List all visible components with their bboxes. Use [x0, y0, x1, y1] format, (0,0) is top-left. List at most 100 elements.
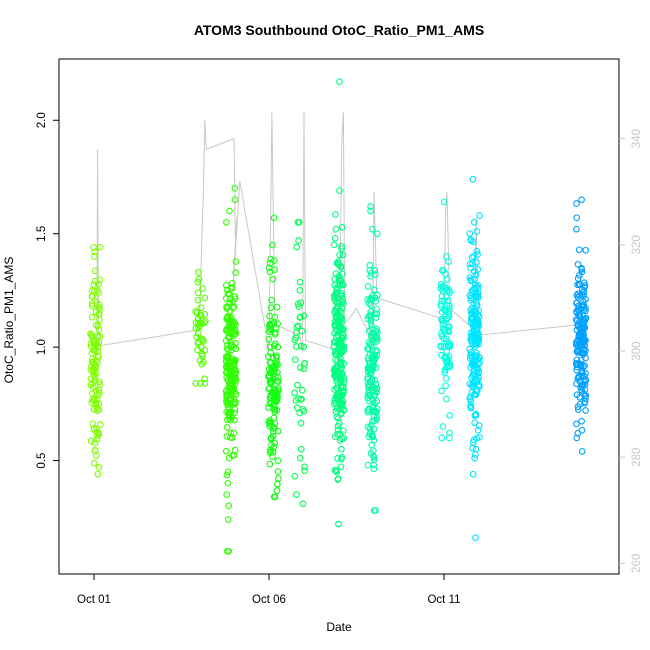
data-point — [475, 374, 483, 382]
data-point — [91, 439, 99, 447]
data-point — [200, 337, 207, 345]
data-point — [364, 283, 372, 290]
data-point — [469, 444, 476, 452]
data-point — [581, 350, 588, 357]
data-point — [467, 335, 475, 343]
data-point — [301, 467, 308, 474]
y2-tick-label: 280 — [631, 448, 643, 467]
data-point — [266, 422, 274, 430]
data-point — [296, 287, 304, 294]
data-point — [467, 404, 475, 412]
data-point — [294, 322, 302, 330]
data-point — [270, 424, 278, 431]
data-point — [265, 373, 272, 380]
data-point — [580, 298, 587, 306]
data-point — [225, 314, 232, 321]
data-point — [94, 470, 102, 478]
data-point — [337, 455, 345, 463]
data-point — [339, 270, 346, 278]
data-point — [573, 214, 581, 222]
data-point — [373, 325, 381, 333]
data-point — [95, 353, 102, 360]
data-point — [231, 184, 239, 192]
data-point — [337, 359, 345, 366]
data-point — [333, 413, 341, 421]
data-point — [473, 258, 480, 266]
data-point — [471, 275, 478, 283]
data-point — [474, 426, 482, 434]
data-point — [334, 422, 342, 430]
data-point — [443, 275, 451, 283]
data-point — [296, 278, 304, 286]
data-point — [474, 317, 482, 324]
data-point — [574, 260, 582, 268]
data-point — [573, 363, 581, 371]
data-point — [365, 300, 373, 307]
data-point — [337, 354, 344, 362]
data-point — [469, 470, 477, 478]
data-point — [370, 412, 378, 419]
data-point — [225, 323, 232, 331]
data-point — [231, 196, 239, 204]
data-point — [473, 300, 480, 307]
data-point — [367, 311, 374, 319]
data-point — [573, 225, 580, 233]
data-point — [274, 468, 282, 475]
data-point — [301, 463, 308, 471]
data-point — [474, 251, 481, 258]
data-point — [223, 305, 231, 312]
data-point — [339, 251, 347, 259]
data-point — [227, 400, 234, 408]
data-point — [269, 241, 276, 249]
y2-tick-label: 260 — [631, 554, 643, 573]
data-point — [91, 361, 98, 369]
data-point — [470, 436, 478, 444]
data-point — [367, 269, 375, 277]
data-point — [88, 313, 96, 321]
data-point — [295, 237, 302, 244]
data-point — [470, 218, 478, 226]
data-point — [223, 423, 231, 431]
data-point — [338, 224, 346, 231]
data-point — [89, 420, 97, 428]
data-point — [466, 260, 474, 268]
data-point — [201, 294, 209, 302]
data-point — [300, 343, 308, 351]
y-tick-label: 0.5 — [36, 453, 48, 469]
data-point — [265, 336, 273, 343]
data-point — [194, 289, 202, 297]
data-point — [472, 410, 480, 418]
data-point — [266, 400, 273, 408]
data-point — [575, 373, 582, 381]
data-point — [230, 357, 238, 365]
data-point — [370, 453, 378, 461]
series-6 — [330, 78, 348, 528]
data-point — [332, 211, 339, 218]
data-point — [223, 368, 231, 376]
data-point — [333, 405, 341, 413]
data-point — [336, 299, 343, 307]
data-point — [576, 314, 584, 321]
data-point — [90, 243, 97, 251]
data-point — [466, 345, 474, 353]
data-point — [231, 416, 238, 424]
data-point — [93, 425, 100, 433]
data-point — [227, 396, 235, 403]
data-point — [228, 279, 236, 287]
data-point — [370, 461, 378, 469]
data-point — [294, 381, 301, 389]
data-point — [367, 207, 374, 215]
data-point — [96, 276, 104, 284]
data-point — [198, 360, 206, 368]
data-point — [578, 266, 586, 273]
data-point — [446, 343, 453, 350]
data-point — [331, 308, 339, 315]
series-9 — [466, 175, 483, 542]
data-point — [368, 295, 376, 303]
data-point — [194, 346, 201, 354]
data-point — [440, 198, 448, 206]
data-point — [339, 281, 347, 289]
data-point — [300, 312, 308, 320]
data-point — [364, 296, 372, 303]
data-point — [371, 271, 379, 278]
